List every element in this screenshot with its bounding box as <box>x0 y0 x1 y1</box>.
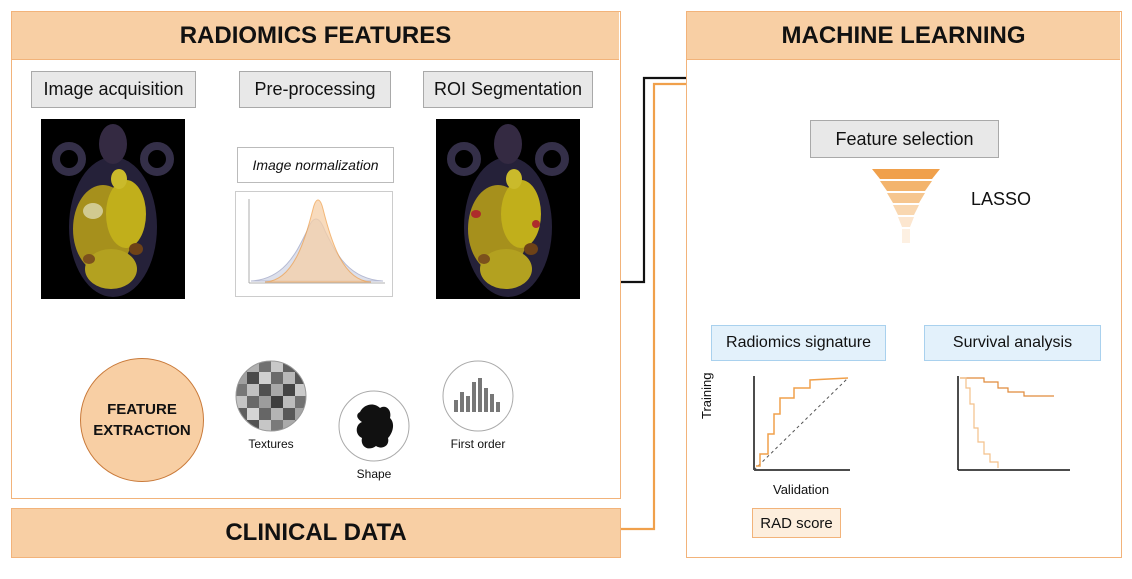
step-image-acquisition: Image acquisition <box>31 71 196 108</box>
first-order-label: First order <box>450 437 506 451</box>
histogram-icon <box>442 360 514 432</box>
shape-icon <box>338 390 410 462</box>
validation-label: Validation <box>770 482 833 497</box>
radiomics-header: RADIOMICS FEATURES <box>12 12 619 60</box>
roc-curve-icon <box>753 376 850 471</box>
shape-label: Shape <box>356 467 392 481</box>
training-label: Training <box>699 372 714 419</box>
feature-selection-box: Feature selection <box>810 120 999 158</box>
survival-analysis-box: Survival analysis <box>924 325 1101 361</box>
feature-extraction-circle: FEATURE EXTRACTION <box>80 358 204 482</box>
pet-scan-image-acquisition <box>41 119 185 299</box>
lasso-funnel-icon <box>872 169 940 243</box>
pet-scan-roi-segmentation <box>436 119 580 299</box>
lasso-label: LASSO <box>971 189 1032 209</box>
rad-score-box: RAD score <box>752 508 841 538</box>
textures-label: Textures <box>248 437 294 451</box>
image-normalization-box: Image normalization <box>237 147 394 183</box>
feature-extraction-label: FEATURE EXTRACTION <box>93 401 191 439</box>
machine-learning-panel: MACHINE LEARNING <box>686 11 1122 558</box>
survival-curve-icon <box>957 376 1070 471</box>
step-roi-segmentation: ROI Segmentation <box>423 71 593 108</box>
step-pre-processing: Pre-processing <box>239 71 391 108</box>
radiomics-signature-box: Radiomics signature <box>711 325 886 361</box>
machine-learning-header: MACHINE LEARNING <box>687 12 1120 60</box>
normalization-curves-icon <box>235 191 393 297</box>
textures-icon <box>235 360 307 432</box>
clinical-data-bar: CLINICAL DATA <box>11 508 621 558</box>
